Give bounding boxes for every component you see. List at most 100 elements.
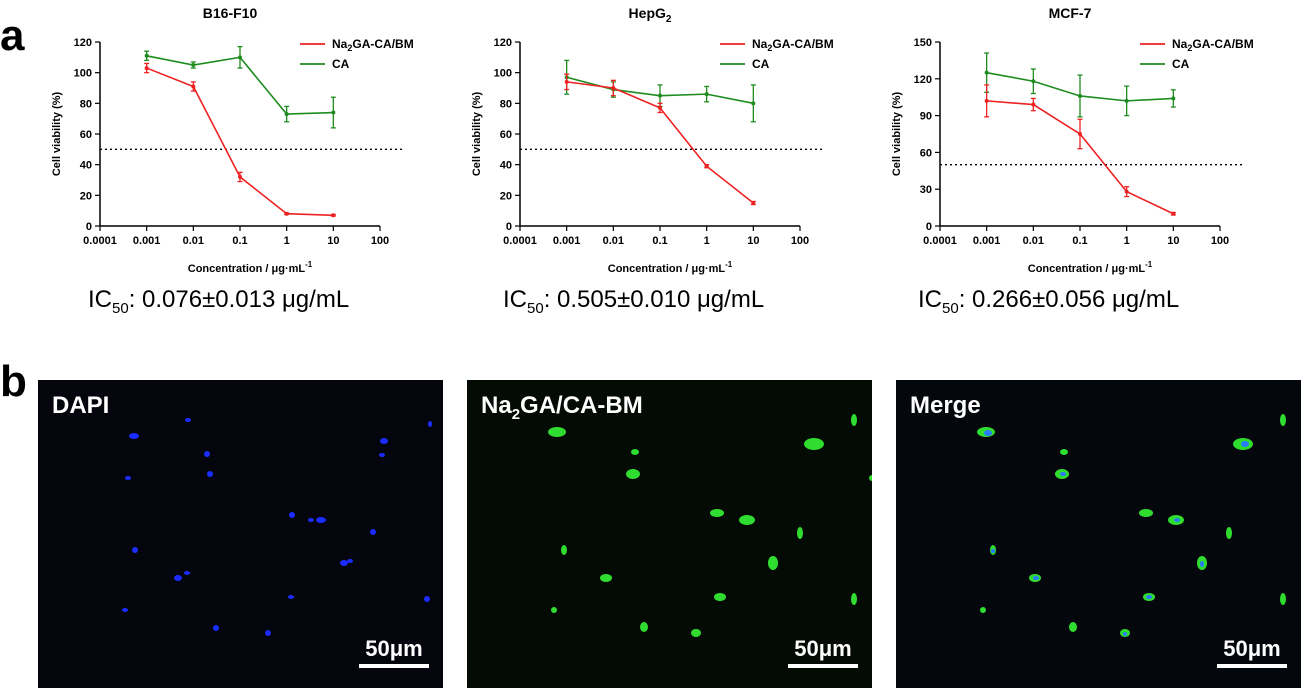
ic50-prefix: IC: [88, 286, 112, 313]
x-tick-label: 10: [327, 235, 339, 247]
y-tick-label: 0: [926, 221, 932, 233]
x-axis-label-sup: -1: [1145, 260, 1153, 269]
x-axis-label: Concentration / μg·mL-1: [608, 260, 733, 275]
panel-label-b: b: [0, 357, 27, 406]
scale-line: [359, 664, 429, 668]
legend-label-sub: 2: [1187, 43, 1192, 53]
ic50-prefix: IC: [918, 286, 942, 313]
data-point: [1171, 96, 1176, 101]
y-axis-label: Cell viability (%): [471, 91, 483, 176]
legend-label: CA: [1172, 57, 1190, 71]
scale-bar: 50μm: [1217, 636, 1287, 668]
y-tick-label: 80: [80, 98, 92, 110]
x-axis-label: Concentration / μg·mL-1: [1028, 260, 1153, 275]
chart-title: B16-F10: [203, 5, 258, 21]
x-tick-label: 1: [704, 235, 710, 247]
ic50-mcf7: IC50: 0.266±0.056 μg/mL: [918, 286, 1179, 317]
x-axis-label-text: Concentration / μg·mL: [188, 263, 306, 275]
data-point: [1078, 132, 1082, 136]
x-tick-label: 0.001: [133, 235, 161, 247]
y-tick-label: 0: [506, 221, 512, 233]
data-point: [284, 211, 289, 216]
data-point: [144, 66, 149, 71]
ic50-hepg2: IC50: 0.505±0.010 μg/mL: [503, 286, 764, 317]
data-point: [238, 55, 242, 60]
data-point: [144, 53, 149, 58]
data-point: [564, 79, 569, 84]
legend-label: Na2GA-CA/BM: [332, 37, 414, 53]
data-point: [658, 105, 662, 110]
micrograph-dapi-image: [38, 380, 443, 688]
legend-label-base: Na: [752, 37, 768, 51]
x-tick-label: 10: [1167, 235, 1179, 247]
y-axis-label: Cell viability (%): [891, 91, 903, 176]
x-axis-label-text: Concentration / μg·mL: [608, 263, 726, 275]
chart-mcf7-svg: MCF-7 0 30 60 90 120 150 0.0001 0.001 0.01 0.1 1 10 1…: [891, 5, 1254, 275]
legend-label-rest: GA-CA/BM: [352, 37, 413, 51]
x-tick-label: 0.0001: [923, 235, 957, 247]
ic50-value: : 0.266±0.056 μg/mL: [958, 286, 1180, 313]
y-tick-label: 120: [74, 37, 92, 49]
y-tick-label: 120: [914, 74, 932, 86]
data-point: [611, 86, 616, 90]
legend-label-base: CA: [1172, 57, 1190, 71]
y-tick-label: 30: [920, 184, 932, 196]
x-tick-label: 0.0001: [503, 235, 537, 247]
x-tick-label: 10: [747, 235, 759, 247]
legend-label-base: Na: [1172, 37, 1188, 51]
micrograph-label: DAPI: [52, 392, 109, 420]
chart-hepg2: HepG2 0 20 40 60 80 100 120 0.0001 0.001 0.01 0.1 1 1…: [440, 0, 860, 280]
scale-bar: 50μm: [788, 636, 858, 668]
legend-label-sub: 2: [347, 43, 352, 53]
data-point: [1124, 189, 1129, 194]
data-point: [1031, 79, 1036, 84]
data-point: [751, 101, 756, 106]
y-axis-label: Cell viability (%): [51, 91, 63, 176]
y-tick-label: 120: [494, 37, 512, 49]
micrograph-dapi: DAPI 50μm: [38, 380, 443, 688]
y-tick-label: 20: [500, 190, 512, 202]
x-axis-label-text: Concentration / μg·mL: [1028, 263, 1146, 275]
x-tick-label: 0.01: [603, 235, 624, 247]
ic50-value: : 0.076±0.013 μg/mL: [128, 286, 350, 313]
data-point: [331, 110, 336, 115]
legend-label-rest: GA-CA/BM: [1192, 37, 1253, 51]
micrograph-na2ga-image: [467, 380, 872, 688]
x-tick-label: 0.01: [183, 235, 204, 247]
x-axis-label-sup: -1: [305, 260, 313, 269]
x-tick-label: 1: [1124, 235, 1130, 247]
label-rest: GA/CA-BM: [520, 392, 643, 419]
series-line: [986, 100, 1174, 215]
label-base: Na: [481, 392, 512, 419]
scale-line: [788, 664, 858, 668]
legend-label-base: CA: [332, 57, 350, 71]
micrograph-label: Merge: [910, 392, 981, 420]
data-point: [1124, 98, 1129, 103]
x-tick-label: 0.01: [1023, 235, 1044, 247]
scale-line: [1217, 664, 1287, 668]
chart-title: MCF-7: [1049, 5, 1092, 21]
data-point: [658, 93, 662, 98]
y-tick-label: 80: [500, 98, 512, 110]
micrograph-label: Na2GA/CA-BM: [481, 392, 643, 423]
ic50-sub: 50: [942, 299, 959, 317]
scale-bar: 50μm: [359, 636, 429, 668]
ic50-b16f10: IC50: 0.076±0.013 μg/mL: [88, 286, 349, 317]
x-tick-label: 0.1: [232, 235, 247, 247]
y-tick-label: 60: [500, 129, 512, 141]
y-tick-label: 90: [920, 111, 932, 123]
ic50-prefix: IC: [503, 286, 527, 313]
chart-title: HepG2: [629, 5, 672, 25]
data-point: [984, 70, 989, 75]
legend-label: CA: [752, 57, 770, 71]
y-tick-label: 100: [74, 68, 92, 80]
scale-text: 50μm: [365, 636, 423, 661]
x-tick-label: 0.001: [973, 235, 1001, 247]
micrograph-merge-image: [896, 380, 1301, 688]
data-point: [238, 174, 242, 179]
data-point: [704, 92, 709, 97]
y-tick-label: 150: [914, 37, 932, 49]
data-point: [331, 213, 336, 218]
data-point: [1031, 102, 1036, 107]
